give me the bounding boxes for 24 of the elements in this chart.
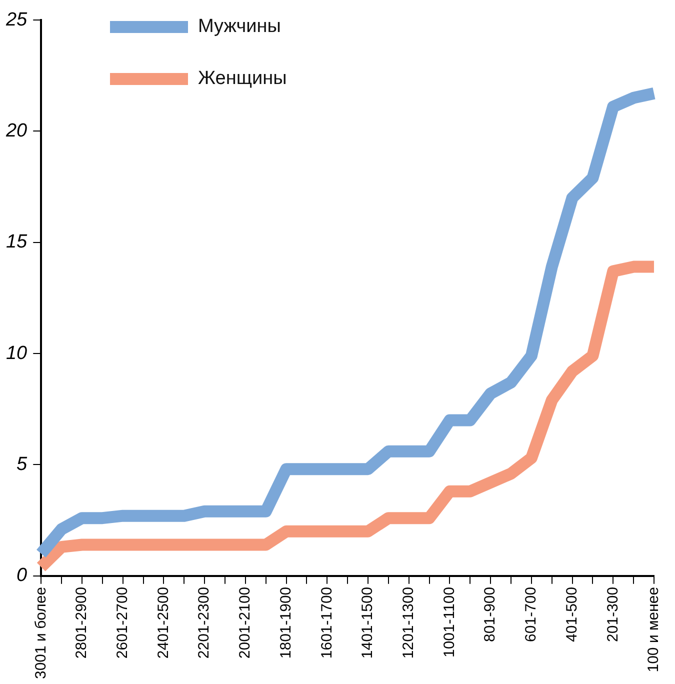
y-tick-label: 5: [16, 454, 28, 475]
x-tick-label: 2001-2100: [236, 586, 254, 659]
x-tick-label: 2201-2300: [196, 586, 213, 659]
x-tick-label: 100 и менее: [645, 586, 662, 672]
legend-label: Мужчины: [198, 16, 281, 38]
x-tick-label: 3001 и более: [32, 586, 50, 679]
x-tick-label: 1201-1300: [400, 586, 417, 659]
y-tick-label: 20: [4, 120, 28, 142]
x-tick-label: 2401-2500: [154, 586, 172, 659]
x-tick-label: 1601-1700: [318, 586, 336, 659]
x-tick-label: 2801-2900: [73, 586, 90, 659]
x-tick-label: 801-900: [482, 586, 499, 642]
y-tick-label: 10: [6, 342, 28, 364]
x-tick-label: 1801-1900: [277, 586, 294, 659]
x-tick-label: 601-700: [522, 586, 540, 642]
x-tick-label: 401-500: [563, 586, 580, 642]
x-tick-label: 2601-2700: [114, 586, 131, 659]
y-tick-label: 15: [6, 232, 28, 253]
x-tick-label: 1001-1100: [440, 586, 458, 658]
y-tick-label: 25: [4, 9, 28, 30]
x-tick-label: 1401-1500: [359, 586, 376, 659]
y-tick-label: 0: [16, 565, 28, 586]
x-tick-label: 201-300: [604, 586, 622, 642]
legend-label: Женщины: [198, 68, 287, 90]
